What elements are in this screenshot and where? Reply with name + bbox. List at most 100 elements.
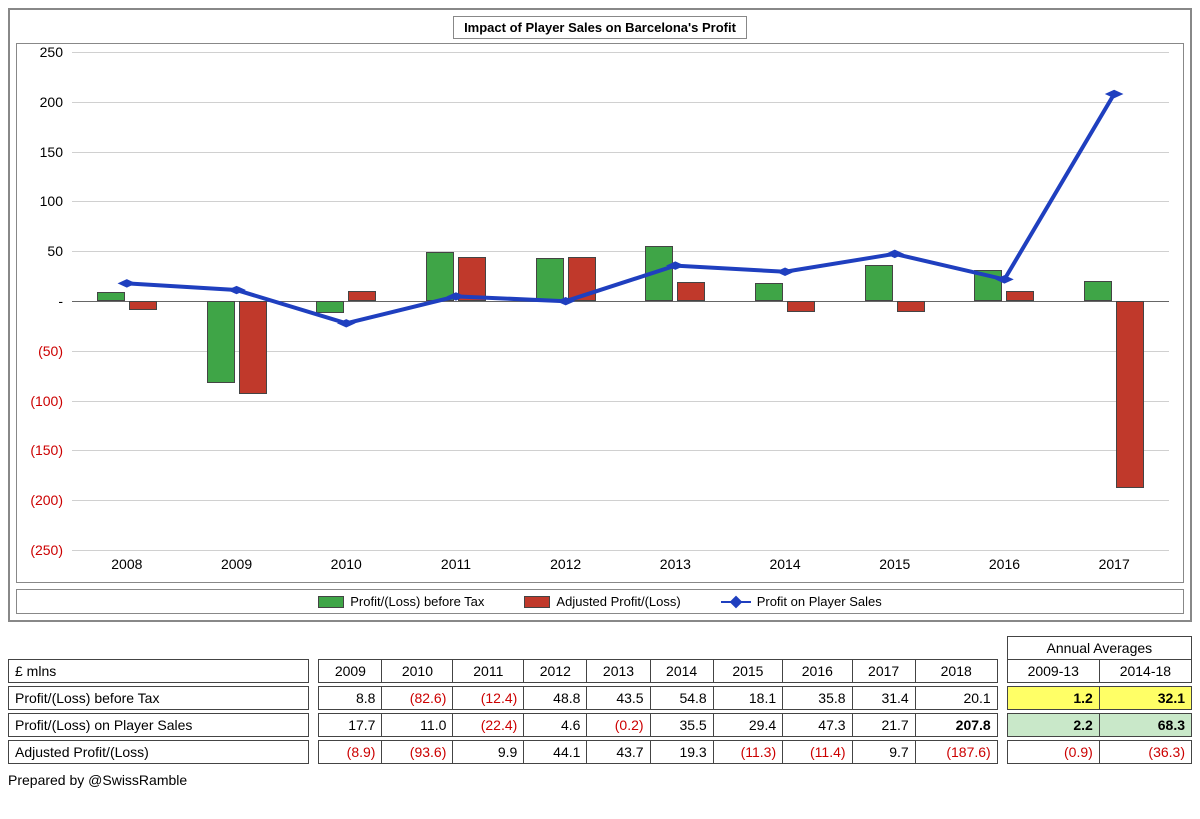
chart-title: Impact of Player Sales on Barcelona's Pr… xyxy=(453,16,747,39)
table-cell: 9.7 xyxy=(852,741,915,764)
y-tick-label: (150) xyxy=(30,442,63,458)
y-tick-label: 100 xyxy=(40,193,63,209)
table-cell: 35.8 xyxy=(783,687,852,710)
table-cell: (11.4) xyxy=(783,741,852,764)
table-cell: (22.4) xyxy=(453,714,524,737)
x-tick-label: 2011 xyxy=(401,556,511,576)
legend-label-3: Profit on Player Sales xyxy=(757,594,882,609)
table-avg-col-header: 2009-13 xyxy=(1007,660,1099,683)
table-row-label: Profit/(Loss) on Player Sales xyxy=(9,714,309,737)
table-cell: (93.6) xyxy=(382,741,453,764)
table-avg-header: Annual Averages xyxy=(1007,637,1191,660)
footer-credit: Prepared by @SwissRamble xyxy=(8,772,1192,788)
table-cell: 31.4 xyxy=(852,687,915,710)
y-tick-label: (200) xyxy=(30,492,63,508)
x-tick-label: 2009 xyxy=(182,556,292,576)
table-year-header: 2010 xyxy=(382,660,453,683)
table-avg-cell: 68.3 xyxy=(1099,714,1191,737)
table-cell: 4.6 xyxy=(524,714,587,737)
table-cell: (11.3) xyxy=(713,741,782,764)
x-tick-label: 2016 xyxy=(950,556,1060,576)
table-cell: 8.8 xyxy=(319,687,382,710)
legend-swatch-line xyxy=(721,595,751,609)
table-cell: 19.3 xyxy=(650,741,713,764)
table-cell: 43.7 xyxy=(587,741,650,764)
line-marker xyxy=(118,279,137,287)
x-axis-labels: 2008200920102011201220132014201520162017 xyxy=(72,556,1169,576)
table-avg-col-header: 2014-18 xyxy=(1099,660,1191,683)
table-cell: 35.5 xyxy=(650,714,713,737)
table-year-header: 2014 xyxy=(650,660,713,683)
table-row: Profit/(Loss) on Player Sales 17.711.0(22… xyxy=(9,714,1192,737)
table-cell: 47.3 xyxy=(783,714,852,737)
table-year-header: 2013 xyxy=(587,660,650,683)
table-year-header: 2017 xyxy=(852,660,915,683)
table-year-header: 2015 xyxy=(713,660,782,683)
table-cell: 29.4 xyxy=(713,714,782,737)
table-row-label: Adjusted Profit/(Loss) xyxy=(9,741,309,764)
table-year-header: 2018 xyxy=(915,660,997,683)
legend: Profit/(Loss) before Tax Adjusted Profit… xyxy=(16,589,1184,614)
legend-label-1: Profit/(Loss) before Tax xyxy=(350,594,484,609)
table-cell: 18.1 xyxy=(713,687,782,710)
table-cell: 17.7 xyxy=(319,714,382,737)
y-tick-label: (100) xyxy=(30,393,63,409)
chart-outer-frame: Impact of Player Sales on Barcelona's Pr… xyxy=(8,8,1192,622)
table-row-label: Profit/(Loss) before Tax xyxy=(9,687,309,710)
y-tick-label: - xyxy=(58,293,63,309)
table-cell: (0.2) xyxy=(587,714,650,737)
legend-item-player-sales: Profit on Player Sales xyxy=(721,594,882,609)
table-currency-label: £ mlns xyxy=(9,660,309,683)
y-tick-label: (250) xyxy=(30,542,63,558)
table-year-header: 2016 xyxy=(783,660,852,683)
table-cell: (187.6) xyxy=(915,741,997,764)
legend-swatch-red xyxy=(524,596,550,608)
x-tick-label: 2008 xyxy=(72,556,182,576)
chart-title-container: Impact of Player Sales on Barcelona's Pr… xyxy=(16,16,1184,39)
table-cell: 11.0 xyxy=(382,714,453,737)
table-year-header: 2009 xyxy=(319,660,382,683)
table-year-header: 2012 xyxy=(524,660,587,683)
table-avg-cell: (36.3) xyxy=(1099,741,1191,764)
legend-label-2: Adjusted Profit/(Loss) xyxy=(556,594,680,609)
legend-item-profit-before-tax: Profit/(Loss) before Tax xyxy=(318,594,484,609)
plot-frame: (250)(200)(150)(100)(50)-50100150200250 … xyxy=(16,43,1184,583)
y-tick-label: 150 xyxy=(40,144,63,160)
y-tick-label: 50 xyxy=(47,243,63,259)
table-cell: (82.6) xyxy=(382,687,453,710)
y-tick-label: 200 xyxy=(40,94,63,110)
x-tick-label: 2015 xyxy=(840,556,950,576)
table-avg-cell: 32.1 xyxy=(1099,687,1191,710)
table-cell: 207.8 xyxy=(915,714,997,737)
table-row: Adjusted Profit/(Loss) (8.9)(93.6)9.944.1… xyxy=(9,741,1192,764)
table-cell: 20.1 xyxy=(915,687,997,710)
table-avg-cell: 2.2 xyxy=(1007,714,1099,737)
table-row: Profit/(Loss) before Tax8.8(82.6)(12.4)4… xyxy=(9,687,1192,710)
table-avg-cell: (0.9) xyxy=(1007,741,1099,764)
x-tick-label: 2012 xyxy=(511,556,621,576)
x-tick-label: 2014 xyxy=(730,556,840,576)
table-cell: (8.9) xyxy=(319,741,382,764)
plot-area xyxy=(72,52,1169,550)
x-tick-label: 2010 xyxy=(291,556,401,576)
table-cell: 48.8 xyxy=(524,687,587,710)
legend-item-adjusted-profit: Adjusted Profit/(Loss) xyxy=(524,594,680,609)
table-cell: 9.9 xyxy=(453,741,524,764)
table-cell: 54.8 xyxy=(650,687,713,710)
data-table: Annual Averages£ mlns2009201020112012201… xyxy=(8,636,1192,768)
table-avg-cell: 1.2 xyxy=(1007,687,1099,710)
table-cell: 43.5 xyxy=(587,687,650,710)
line-layer xyxy=(72,52,1169,550)
table-cell: (12.4) xyxy=(453,687,524,710)
table-cell: 21.7 xyxy=(852,714,915,737)
line-marker xyxy=(1105,90,1124,98)
x-tick-label: 2013 xyxy=(621,556,731,576)
legend-swatch-green xyxy=(318,596,344,608)
table-year-header: 2011 xyxy=(453,660,524,683)
y-tick-label: (50) xyxy=(38,343,63,359)
y-axis-labels: (250)(200)(150)(100)(50)-50100150200250 xyxy=(17,52,67,550)
line-player-sales xyxy=(127,94,1114,323)
data-table-container: Annual Averages£ mlns2009201020112012201… xyxy=(8,636,1192,768)
y-tick-label: 250 xyxy=(40,44,63,60)
table-cell: 44.1 xyxy=(524,741,587,764)
